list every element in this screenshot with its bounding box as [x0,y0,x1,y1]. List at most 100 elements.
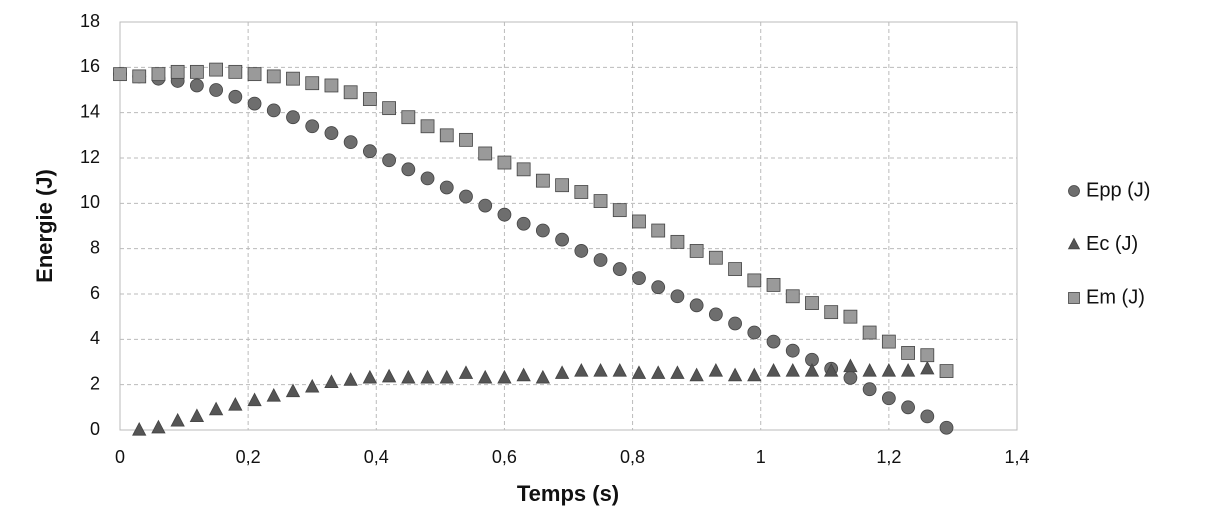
legend-marker [1067,237,1081,250]
point [535,369,551,384]
point [362,92,377,106]
point [247,67,262,82]
point [343,135,358,150]
point [728,262,742,276]
point [324,374,339,389]
plot-area [119,21,1018,431]
point [535,223,550,238]
x-tick-label: 0,4 [364,447,389,467]
point [324,126,339,140]
point [632,214,646,229]
point [381,368,397,383]
point [785,363,800,377]
point [843,309,858,324]
point [362,144,377,159]
y-tick-label: 2 [90,373,100,393]
point [151,67,166,82]
point [766,363,781,377]
point [920,409,935,424]
point [843,358,858,373]
point [305,76,320,91]
point [382,101,397,116]
point [228,397,243,411]
y-tick-label: 6 [90,283,100,303]
y-tick-label: 16 [80,56,100,76]
point [689,244,704,258]
point [516,162,531,177]
point [670,234,685,249]
point [727,367,743,382]
point [132,421,147,436]
y-tick-label: 12 [80,147,100,167]
point [286,110,300,125]
point [189,408,205,423]
point [747,367,762,382]
point [324,78,339,93]
point [574,363,589,377]
point [862,325,877,340]
point [689,367,704,382]
point [881,391,896,406]
point [593,194,608,208]
point [708,250,723,265]
x-tick-label: 0,2 [236,447,261,467]
point [209,83,224,97]
point [458,365,474,379]
point [785,289,800,304]
point [459,189,473,204]
point [305,378,320,393]
y-tick-label: 10 [80,192,100,212]
point [478,198,493,213]
point [286,71,300,86]
point [420,119,435,134]
point [401,162,416,177]
point [170,64,185,79]
point [228,89,243,104]
point [266,103,281,118]
x-tick-label: 0 [115,447,125,467]
legend-label: Epp (J) [1086,179,1150,201]
point [516,367,531,382]
point [516,216,531,231]
point [459,132,473,147]
y-axis-title: Energie (J) [32,169,57,283]
point [401,369,416,384]
y-tick-label: 8 [90,237,100,257]
point [593,253,608,267]
point [362,369,378,384]
point [766,278,781,292]
point [804,363,820,377]
point [132,69,147,84]
point [689,298,704,313]
y-tick-label: 4 [90,328,100,348]
point [708,363,724,377]
point [574,185,589,199]
point [343,372,358,386]
point [439,128,454,143]
point [824,363,839,377]
x-axis-title: Temps (s) [517,481,619,506]
point [670,289,685,304]
point [593,363,608,377]
point [747,273,762,288]
point [228,64,243,79]
point [939,364,954,378]
point [497,207,512,222]
point [632,271,646,286]
point [478,146,493,161]
point [862,382,877,397]
point [824,305,839,320]
point [651,223,666,238]
point [555,178,569,193]
point [151,419,166,434]
point [439,180,454,195]
y-tick-label: 0 [90,419,100,439]
point [900,363,916,377]
point [651,365,666,379]
legend-marker [1068,292,1080,304]
point [766,334,781,349]
legend-label: Em (J) [1086,286,1145,308]
point [209,62,224,77]
point [401,110,416,125]
